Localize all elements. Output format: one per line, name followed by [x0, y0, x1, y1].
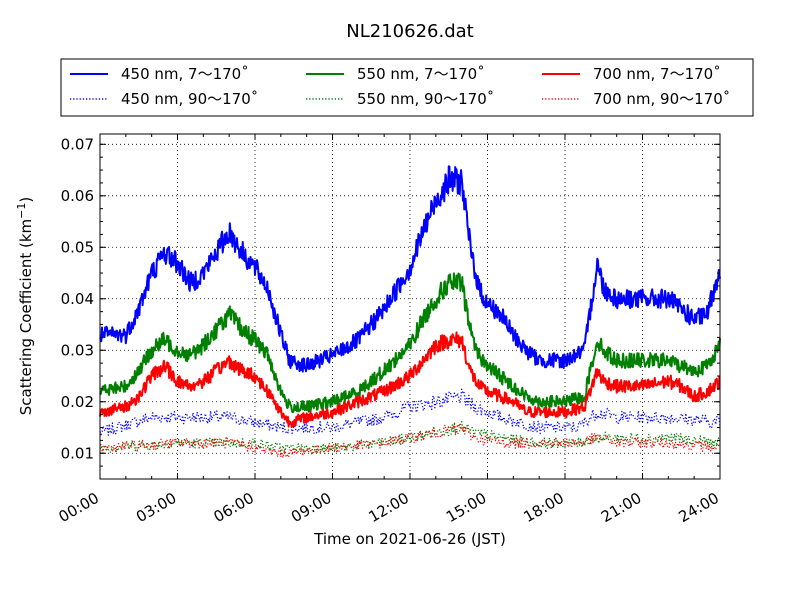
y-tick-label: 0.02 [61, 393, 94, 411]
x-tick-label: 18:00 [521, 489, 567, 526]
plot-series [99, 165, 721, 459]
x-tick-label: 21:00 [598, 489, 644, 526]
chart-title: NL210626.dat [346, 21, 473, 42]
x-tick-label: 03:00 [133, 489, 179, 526]
legend-label: 550 nm, 7～170˚ [357, 65, 485, 83]
legend-label: 700 nm, 7～170˚ [593, 65, 721, 83]
x-tick-label: 09:00 [288, 489, 334, 526]
x-tick-label: 15:00 [443, 489, 489, 526]
y-axis-label-main: Scattering Coefficient (km [17, 219, 35, 415]
legend-label: 450 nm, 7～170˚ [121, 65, 249, 83]
series-line [99, 420, 721, 454]
y-tick-label: 0.07 [61, 135, 94, 153]
y-tick-label: 0.03 [61, 341, 94, 359]
x-tick-label: 00:00 [56, 489, 102, 526]
legend-label: 550 nm, 90～170˚ [357, 90, 494, 108]
grid [100, 134, 720, 479]
y-axis-label-sup: −1 [15, 203, 28, 219]
legend-box [60, 58, 754, 117]
y-tick-label: 0.04 [61, 290, 94, 308]
ticks: 00:00 03:00 06:00 09:00 12:00 15:00 18:00 21:00… [56, 134, 722, 526]
y-tick-label: 0.05 [61, 238, 94, 256]
x-tick-label: 24:00 [676, 489, 722, 526]
x-axis-label: Time on 2021-06-26 (JST) [313, 530, 506, 548]
series-line [99, 422, 721, 459]
legend-label: 700 nm, 90～170˚ [593, 90, 730, 108]
series-line [99, 272, 721, 414]
series-line [99, 165, 721, 373]
series-line [99, 331, 721, 428]
y-tick-label: 0.06 [61, 187, 94, 205]
legend-label: 450 nm, 90～170˚ [121, 90, 258, 108]
x-tick-label: 12:00 [366, 489, 412, 526]
legend: 450 nm, 7～170˚ 450 nm, 90～170˚ 550 nm, 7～1… [60, 58, 754, 117]
y-axis-label: Scattering Coefficient (km−1) [15, 197, 35, 416]
y-tick-label: 0.01 [61, 444, 94, 462]
y-axis-label-tail: ) [17, 197, 35, 203]
series-line [99, 388, 721, 436]
x-tick-label: 06:00 [211, 489, 257, 526]
